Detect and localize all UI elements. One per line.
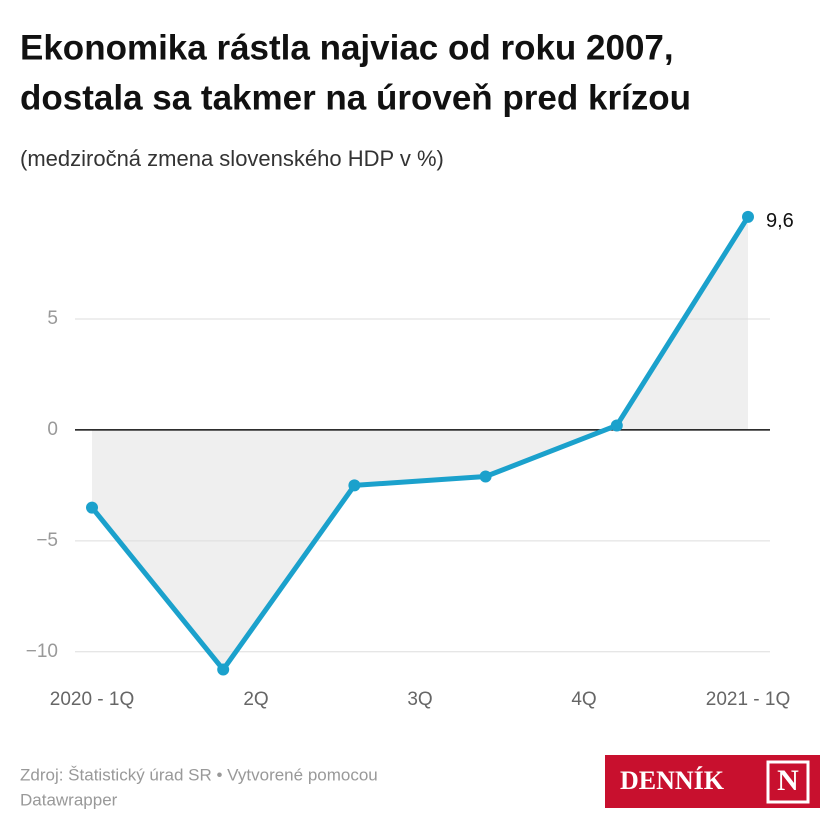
point [348, 479, 361, 492]
point [610, 419, 623, 432]
y-tick-label: −10 [26, 641, 58, 662]
logo-box [605, 755, 820, 808]
logo-frame [766, 760, 810, 804]
source: Zdroj: Štatistický úrad SR • Vytvorené p… [20, 765, 378, 784]
point [217, 663, 230, 676]
chart-subtitle: (medziročná zmena slovenského HDP v %) [20, 146, 444, 171]
chart-title: dostala sa takmer na úroveň pred krízou [20, 78, 691, 117]
y-tick-label: 0 [47, 419, 58, 440]
data-label: 9,6 [766, 210, 794, 232]
x-tick-label: 4Q [571, 689, 596, 710]
point [86, 501, 98, 514]
point [742, 210, 754, 223]
logo: DENNÍK [620, 766, 725, 795]
point [479, 470, 492, 483]
x-tick-label: 2021 - 1Q [706, 689, 791, 710]
y-tick-label: 5 [47, 308, 58, 329]
x-tick-label: 2Q [243, 689, 268, 710]
logo-mark: N [777, 764, 799, 797]
line [90, 215, 751, 673]
y-tick-label: −5 [36, 530, 58, 551]
x-tick-label: 3Q [407, 689, 432, 710]
source: Datawrapper [20, 790, 118, 809]
chart-title: Ekonomika rástla najviac od roku 2007, [20, 28, 674, 67]
x-tick-label: 2020 - 1Q [50, 689, 135, 710]
area [92, 216, 748, 670]
